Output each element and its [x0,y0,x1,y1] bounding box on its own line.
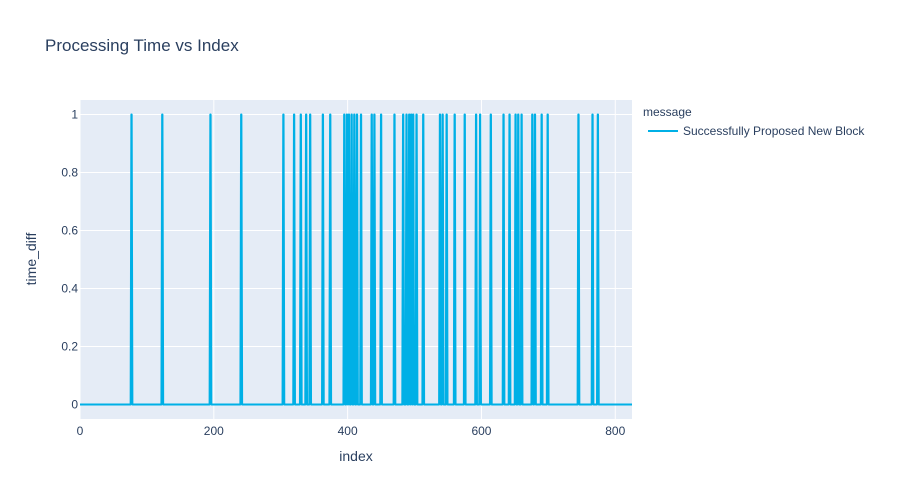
series-layer [80,113,632,406]
y-tick-label: 0 [71,398,78,412]
chart-title: Processing Time vs Index [45,36,239,55]
y-tick-label: 0.6 [61,224,78,238]
y-tick-label: 0.4 [61,282,78,296]
y-tick-label: 0.2 [61,340,78,354]
x-axis-ticks: 0 200 400 600 800 [77,424,626,438]
legend-title: message [643,105,692,119]
x-tick-label: 200 [204,424,224,438]
y-axis-label: time_diff [23,233,39,286]
x-tick-label: 400 [338,424,358,438]
x-tick-label: 0 [77,424,84,438]
y-tick-label: 1 [71,108,78,122]
x-axis-label: index [339,448,372,464]
legend[interactable]: message Successfully Proposed New Block [643,105,865,138]
x-tick-label: 800 [605,424,625,438]
legend-entry-label[interactable]: Successfully Proposed New Block [683,124,865,138]
x-tick-label: 600 [471,424,491,438]
y-axis-ticks: 0 0.2 0.4 0.6 0.8 1 [61,108,78,412]
y-tick-label: 0.8 [61,166,78,180]
series-line[interactable] [80,113,632,406]
